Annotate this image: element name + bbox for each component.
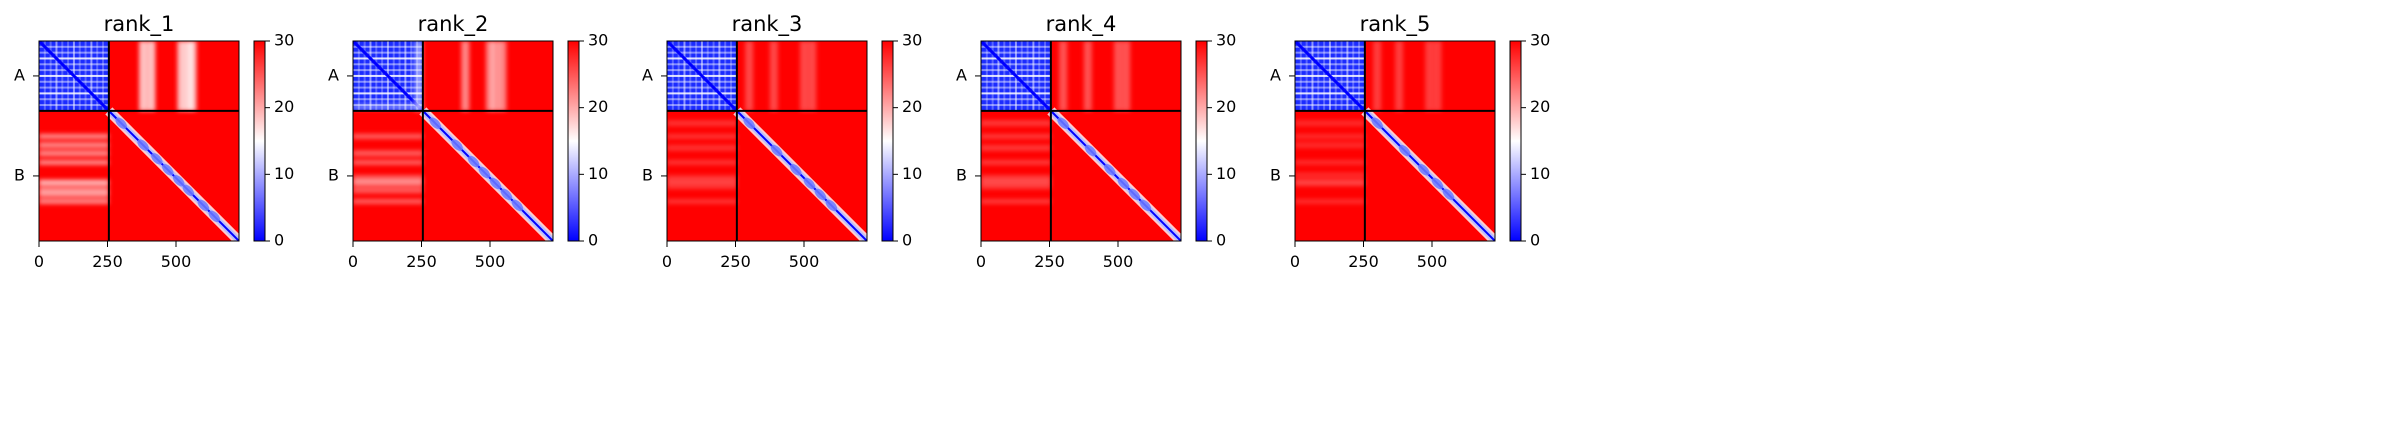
- y-tick-label: A: [1270, 65, 1281, 84]
- y-tick-label: B: [642, 165, 653, 184]
- colorbar-tick-label: 20: [274, 97, 294, 116]
- x-tick-label: 0: [348, 252, 358, 271]
- axes-frame: [666, 40, 868, 242]
- inter-chain-stripes: [667, 41, 817, 204]
- colorbar: 0 10 20 30: [1509, 31, 1550, 250]
- y-tick-label: B: [328, 165, 339, 184]
- colorbar-tick-label: 10: [274, 164, 294, 183]
- colorbar: 0 10 20 30: [1195, 31, 1236, 250]
- colorbar-tick-label: 20: [1216, 97, 1236, 116]
- heatmap-image: [353, 41, 553, 241]
- panel-title: rank_4: [1046, 12, 1117, 37]
- panel-rank_4: rank_4 0 250 500 A B 0 10 20 30: [956, 12, 1236, 271]
- inter-chain-stripes: [353, 41, 507, 204]
- heatmap-image: [667, 41, 867, 241]
- panel-title: rank_3: [732, 12, 803, 37]
- colorbar-tick-label: 0: [1530, 231, 1540, 250]
- x-tick-label: 500: [475, 252, 506, 271]
- colorbar: 0 10 20 30: [567, 31, 608, 250]
- heatmap-image: [1295, 41, 1495, 241]
- colorbar-gradient: [253, 40, 266, 242]
- colorbar-tick-label: 0: [274, 231, 284, 250]
- colorbar: 0 10 20 30: [253, 31, 294, 250]
- intra-chain-a-block: [667, 41, 738, 112]
- intra-chain-b-diagonal: [733, 107, 867, 241]
- colorbar-tick-label: 10: [1216, 164, 1236, 183]
- colorbar-tick-label: 30: [1530, 31, 1550, 50]
- y-tick-label: A: [328, 65, 339, 84]
- x-tick-label: 0: [976, 252, 986, 271]
- y-tick-label: B: [1270, 165, 1281, 184]
- x-tick-label: 500: [789, 252, 820, 271]
- colorbar-tick-label: 10: [1530, 164, 1550, 183]
- colorbar-tick-label: 0: [1216, 231, 1226, 250]
- panel-rank_5: rank_5 0 250 500 A B 0 10 20 30: [1270, 12, 1550, 271]
- colorbar-tick-label: 30: [274, 31, 294, 50]
- inter-chain-stripes: [1295, 41, 1442, 204]
- y-tick-label: B: [956, 165, 967, 184]
- heatmap-image: [981, 41, 1181, 241]
- intra-chain-b-diagonal: [105, 107, 239, 241]
- y-tick-label: A: [14, 65, 25, 84]
- colorbar-tick-label: 20: [902, 97, 922, 116]
- x-tick-label: 500: [1417, 252, 1448, 271]
- colorbar-tick-label: 30: [1216, 31, 1236, 50]
- colorbar-gradient: [1509, 40, 1522, 242]
- x-tick-label: 500: [1103, 252, 1134, 271]
- x-tick-label: 250: [720, 252, 751, 271]
- intra-chain-b-diagonal: [1361, 107, 1495, 241]
- x-tick-label: 250: [1348, 252, 1379, 271]
- x-tick-label: 500: [161, 252, 192, 271]
- colorbar-tick-label: 0: [588, 231, 598, 250]
- colorbar-gradient: [881, 40, 894, 242]
- y-tick-label: A: [642, 65, 653, 84]
- colorbar-tick-label: 10: [902, 164, 922, 183]
- colorbar-tick-label: 0: [902, 231, 912, 250]
- heatmap-image: [39, 41, 239, 241]
- x-tick-label: 250: [1034, 252, 1065, 271]
- inter-chain-stripes: [981, 41, 1131, 204]
- intra-chain-a-block: [1295, 41, 1366, 112]
- colorbar-tick-label: 30: [588, 31, 608, 50]
- inter-chain-stripes: [39, 41, 197, 204]
- colorbar-gradient: [567, 40, 580, 242]
- panel-rank_2: rank_2 0 250 500 A B 0 10 20 30: [328, 12, 608, 271]
- panel-rank_1: rank_1 0 250 500 A B 0 10 20 30: [14, 12, 294, 271]
- y-tick-label: A: [956, 65, 967, 84]
- x-tick-label: 0: [662, 252, 672, 271]
- panel-title: rank_2: [418, 12, 489, 37]
- axes-frame: [980, 40, 1182, 242]
- colorbar-tick-label: 20: [1530, 97, 1550, 116]
- intra-chain-a-block: [353, 41, 424, 112]
- panel-title: rank_1: [104, 12, 175, 37]
- y-tick-label: B: [14, 165, 25, 184]
- intra-chain-b-diagonal: [419, 107, 553, 241]
- intra-chain-a-block: [39, 41, 110, 112]
- colorbar: 0 10 20 30: [881, 31, 922, 250]
- axes-frame: [352, 40, 554, 242]
- x-tick-label: 0: [34, 252, 44, 271]
- intra-chain-a-block: [981, 41, 1052, 112]
- axes-frame: [38, 40, 240, 242]
- x-tick-label: 250: [92, 252, 123, 271]
- colorbar-gradient: [1195, 40, 1208, 242]
- axes-frame: [1294, 40, 1496, 242]
- intra-chain-b-diagonal: [1047, 107, 1181, 241]
- colorbar-tick-label: 10: [588, 164, 608, 183]
- panel-rank_3: rank_3 0 250 500 A B 0 10 20 30: [642, 12, 922, 271]
- colorbar-tick-label: 20: [588, 97, 608, 116]
- panel-title: rank_5: [1360, 12, 1431, 37]
- x-tick-label: 0: [1290, 252, 1300, 271]
- x-tick-label: 250: [406, 252, 437, 271]
- colorbar-tick-label: 30: [902, 31, 922, 50]
